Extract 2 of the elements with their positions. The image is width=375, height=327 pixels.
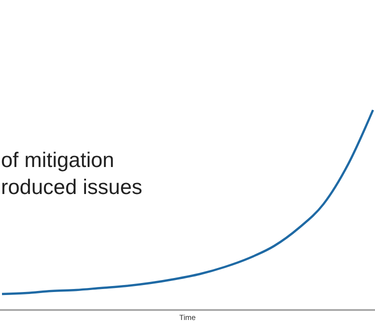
annotation: of mitigation (1, 149, 114, 172)
annotation: roduced issues (1, 176, 142, 199)
